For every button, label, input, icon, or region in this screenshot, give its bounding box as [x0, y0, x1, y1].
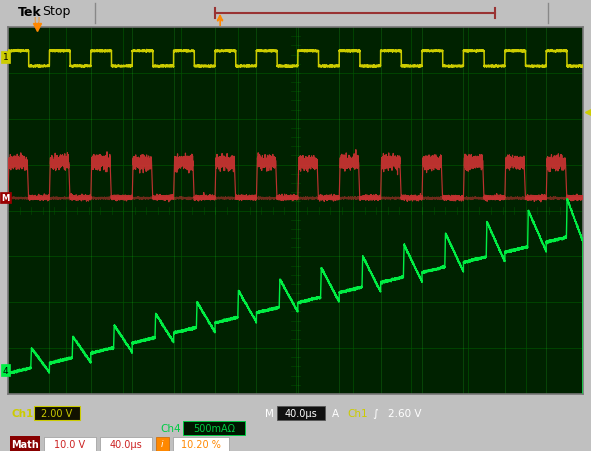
Text: 40.0μs: 40.0μs — [285, 408, 317, 418]
Text: A: A — [332, 408, 339, 418]
Bar — [173, 437, 229, 451]
Bar — [10, 436, 40, 451]
Text: U: U — [34, 17, 40, 26]
Text: 500mAΩ: 500mAΩ — [193, 423, 235, 433]
Text: Ch1: Ch1 — [347, 408, 368, 418]
Text: M: M — [2, 194, 10, 202]
Text: M: M — [265, 408, 274, 418]
Bar — [44, 437, 96, 451]
Text: 1: 1 — [3, 53, 9, 62]
Text: Ch1: Ch1 — [12, 408, 34, 418]
Bar — [183, 421, 245, 435]
Text: 2.60 V: 2.60 V — [388, 408, 421, 418]
Bar — [156, 437, 169, 451]
Text: 10.20 %: 10.20 % — [181, 439, 221, 449]
Bar — [277, 406, 325, 420]
Text: 2.00 V: 2.00 V — [41, 408, 73, 418]
Text: Stop: Stop — [42, 5, 70, 18]
Bar — [34, 406, 80, 420]
Text: 40.0μs: 40.0μs — [109, 439, 142, 449]
Text: Tek: Tek — [18, 5, 42, 18]
Text: Ch4: Ch4 — [160, 423, 181, 433]
Text: ∫: ∫ — [372, 408, 378, 418]
Bar — [100, 437, 152, 451]
Text: T: T — [217, 18, 223, 28]
Text: Math: Math — [11, 439, 39, 449]
Text: 4: 4 — [3, 366, 8, 375]
Text: 10.0 V: 10.0 V — [54, 439, 86, 449]
Text: i: i — [161, 440, 163, 448]
